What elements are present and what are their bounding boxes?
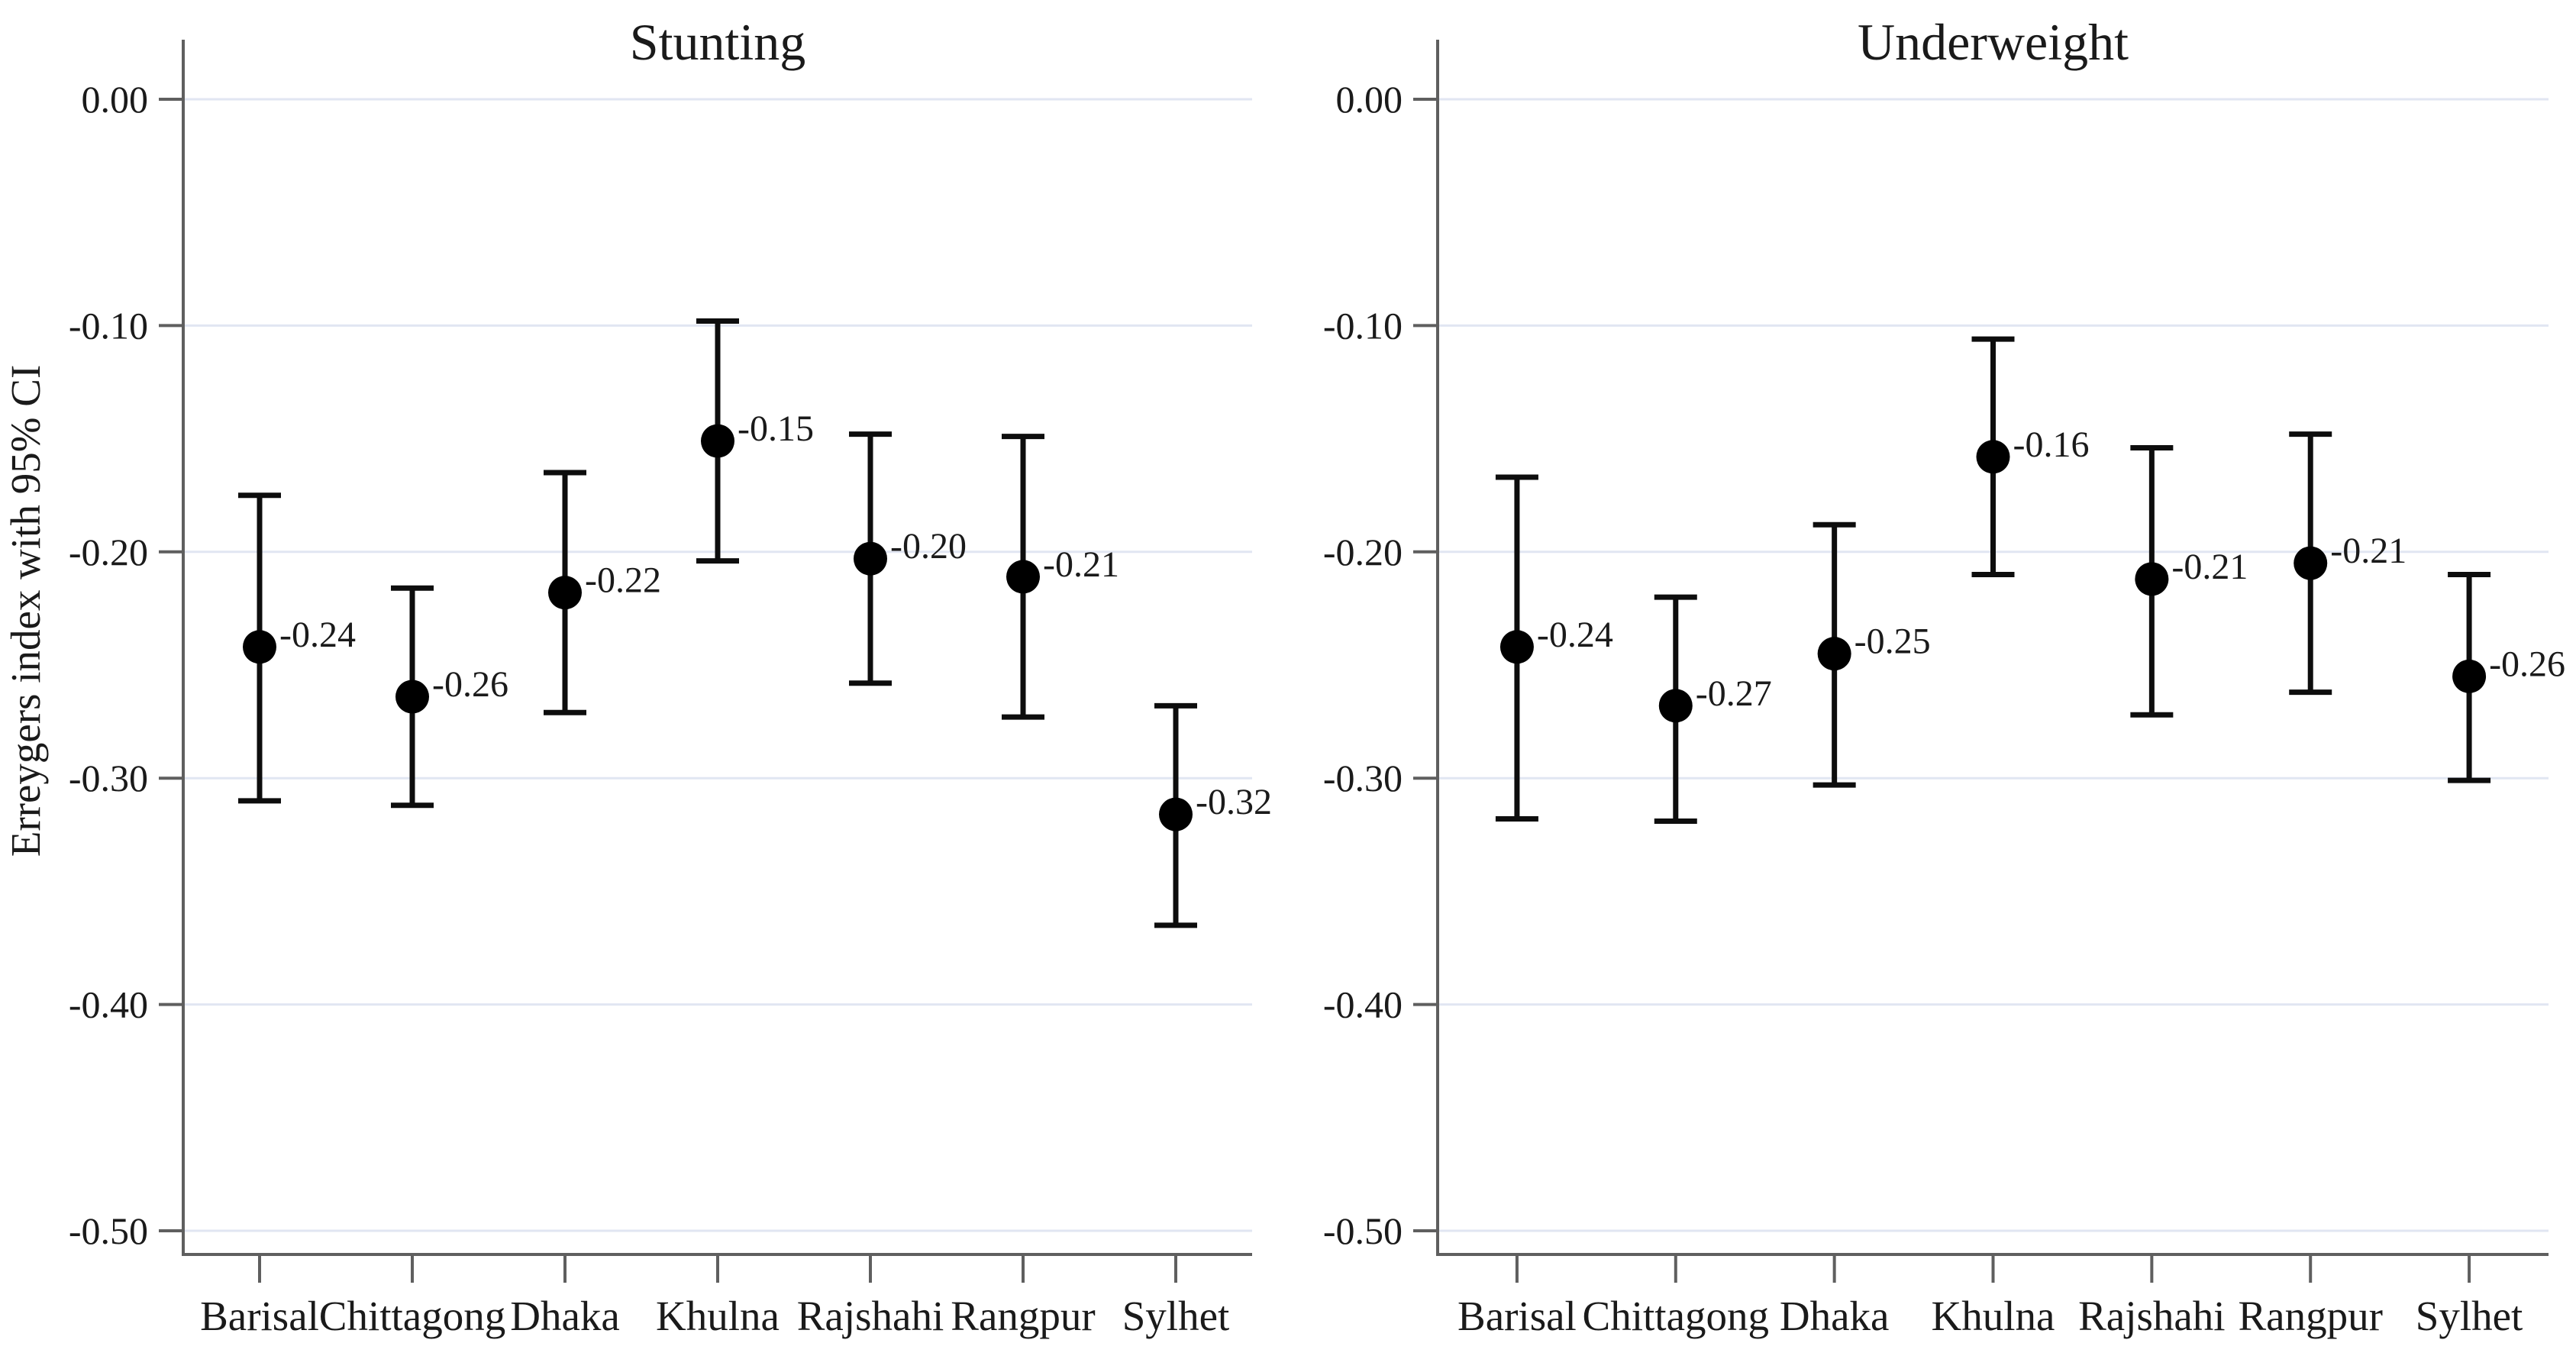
- panel-title: Stunting: [630, 13, 806, 71]
- point-label-barisal: -0.24: [279, 615, 356, 655]
- point-label-sylhet: -0.26: [2489, 644, 2565, 684]
- point-label-khulna: -0.16: [2013, 425, 2090, 465]
- y-tick-label: -0.20: [69, 531, 148, 573]
- x-tick-label-dhaka: Dhaka: [510, 1293, 620, 1339]
- x-tick-label-rajshahi: Rajshahi: [2078, 1293, 2225, 1339]
- point-marker-sylhet: [2452, 659, 2487, 693]
- point-marker-khulna: [701, 424, 734, 458]
- point-marker-chittagong: [395, 680, 429, 714]
- x-tick-label-sylhet: Sylhet: [2416, 1293, 2523, 1339]
- panel-title: Underweight: [1858, 13, 2129, 71]
- x-tick-label-sylhet: Sylhet: [1122, 1293, 1230, 1339]
- panel-stunting: 0.00 -0.10 -0.20 -0.30 -0.40 -0.50 Stunting Bar…: [69, 13, 1272, 1339]
- point-marker-rangpur: [2294, 546, 2328, 580]
- y-tick-label: -0.10: [1323, 304, 1403, 347]
- point-marker-dhaka: [1817, 637, 1851, 671]
- y-tick-label: 0.00: [1336, 78, 1403, 121]
- point-label-rajshahi: -0.21: [2171, 547, 2248, 587]
- point-label-sylhet: -0.32: [1196, 782, 1272, 822]
- point-label-chittagong: -0.27: [1696, 673, 1772, 714]
- point-marker-barisal: [1499, 630, 1534, 664]
- panel-underweight: 0.00 -0.10 -0.20 -0.30 -0.40 -0.50 Underweight…: [1323, 13, 2565, 1339]
- point-marker-rajshahi: [854, 541, 887, 576]
- point-label-rangpur: -0.21: [1043, 544, 1119, 585]
- x-tick-label-barisal: Barisal: [1457, 1293, 1577, 1339]
- x-tick-label-barisal: Barisal: [200, 1293, 319, 1339]
- point-label-barisal: -0.24: [1537, 615, 1613, 655]
- y-tick-label: -0.30: [69, 757, 148, 799]
- y-axis-title: Erreygers index with 95% CI: [2, 365, 49, 857]
- point-marker-khulna: [1976, 440, 2010, 474]
- y-tick-label: -0.40: [1323, 983, 1403, 1026]
- point-label-rangpur: -0.21: [2330, 531, 2407, 571]
- point-label-khulna: -0.15: [738, 408, 814, 449]
- y-tick-label: -0.20: [1323, 531, 1403, 573]
- point-marker-barisal: [243, 630, 276, 664]
- y-tick-label: -0.50: [1323, 1209, 1403, 1252]
- point-marker-chittagong: [1658, 689, 1693, 723]
- x-tick-label-rajshahi: Rajshahi: [797, 1293, 944, 1339]
- point-marker-sylhet: [1159, 797, 1193, 831]
- x-tick-label-khulna: Khulna: [656, 1293, 780, 1339]
- x-tick-label-khulna: Khulna: [1932, 1293, 2055, 1339]
- y-tick-label: -0.30: [1323, 757, 1403, 799]
- y-tick-label: -0.40: [69, 983, 148, 1026]
- point-marker-dhaka: [548, 576, 582, 610]
- x-tick-label-dhaka: Dhaka: [1780, 1293, 1890, 1339]
- x-tick-label-rangpur: Rangpur: [951, 1293, 1095, 1339]
- x-tick-label-chittagong: Chittagong: [319, 1293, 505, 1339]
- point-label-dhaka: -0.25: [1855, 622, 1931, 662]
- y-tick-label: 0.00: [82, 78, 149, 121]
- point-marker-rangpur: [1006, 560, 1040, 594]
- y-tick-label: -0.10: [69, 304, 148, 347]
- point-label-chittagong: -0.26: [432, 664, 508, 705]
- x-tick-label-chittagong: Chittagong: [1583, 1293, 1769, 1339]
- point-label-dhaka: -0.22: [585, 560, 661, 601]
- y-tick-label: -0.50: [69, 1209, 148, 1252]
- point-label-rajshahi: -0.20: [890, 526, 967, 567]
- point-marker-rajshahi: [2135, 562, 2169, 596]
- x-tick-label-rangpur: Rangpur: [2239, 1293, 2383, 1339]
